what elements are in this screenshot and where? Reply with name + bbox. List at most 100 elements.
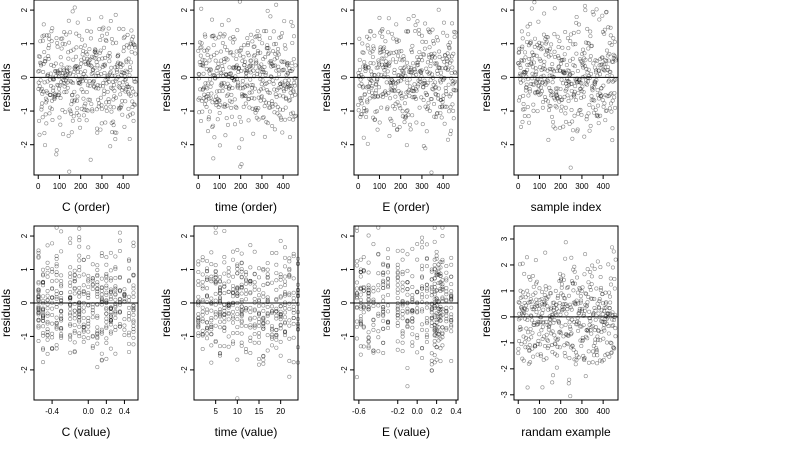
data-point	[600, 97, 605, 102]
y-tick-label: 0	[500, 75, 509, 80]
data-point	[62, 84, 67, 89]
data-point	[58, 83, 63, 88]
data-point	[604, 340, 609, 345]
data-point	[41, 307, 46, 312]
data-point	[250, 64, 255, 69]
data-point	[250, 39, 255, 44]
data-point	[48, 105, 53, 110]
data-point	[220, 41, 225, 46]
y-tick-label: -1	[180, 332, 189, 340]
data-point	[362, 60, 367, 65]
data-point	[606, 262, 611, 267]
data-point	[121, 45, 126, 50]
data-point	[607, 354, 612, 359]
data-point	[217, 89, 222, 94]
data-point	[232, 122, 237, 127]
data-point	[108, 329, 113, 334]
data-point	[219, 71, 224, 76]
data-point	[85, 28, 90, 33]
data-point	[68, 48, 73, 53]
data-point	[87, 79, 92, 84]
data-point	[111, 105, 116, 110]
data-point	[598, 62, 603, 67]
data-point	[36, 288, 41, 293]
data-point	[205, 81, 210, 86]
data-point	[241, 86, 246, 91]
data-point	[81, 288, 86, 293]
data-point	[359, 101, 364, 106]
data-point	[130, 86, 135, 91]
data-point	[597, 63, 602, 68]
data-point	[415, 60, 420, 65]
data-point	[37, 84, 42, 89]
data-point	[38, 78, 43, 83]
data-point	[118, 65, 123, 70]
data-point	[286, 84, 291, 89]
data-point	[359, 82, 364, 87]
data-point	[37, 68, 42, 73]
data-point	[561, 70, 566, 75]
data-point	[416, 78, 421, 83]
data-point	[68, 350, 73, 355]
data-point	[370, 94, 375, 99]
data-point	[209, 262, 214, 267]
data-point	[107, 99, 112, 104]
data-point	[247, 90, 252, 95]
data-point	[402, 115, 407, 120]
data-point	[93, 86, 98, 91]
data-point	[113, 78, 118, 83]
data-point	[229, 105, 234, 110]
data-point	[261, 86, 266, 91]
data-point	[531, 102, 536, 107]
data-point	[571, 42, 576, 47]
data-point	[420, 327, 425, 332]
data-point	[253, 107, 258, 112]
data-point	[384, 49, 389, 54]
data-point	[260, 78, 265, 83]
data-point	[529, 56, 534, 61]
data-point	[287, 358, 292, 363]
data-point	[53, 95, 58, 100]
data-point	[546, 79, 551, 84]
data-point	[364, 115, 369, 120]
data-point	[81, 96, 86, 101]
data-point	[245, 36, 250, 41]
data-point	[429, 96, 434, 101]
data-point	[133, 79, 138, 84]
data-point	[390, 104, 395, 109]
data-point	[364, 108, 369, 113]
data-point	[391, 50, 396, 55]
data-point	[95, 63, 100, 68]
data-point	[128, 93, 133, 98]
data-point	[391, 79, 396, 84]
data-point	[552, 49, 557, 54]
data-point	[597, 72, 602, 77]
data-point	[450, 21, 455, 26]
data-point	[227, 84, 232, 89]
data-point	[394, 60, 399, 65]
data-point	[278, 81, 283, 86]
data-point	[603, 108, 608, 113]
data-point	[133, 92, 138, 97]
data-point	[64, 89, 69, 94]
data-point	[538, 91, 543, 96]
data-point	[574, 15, 579, 20]
data-point	[583, 64, 588, 69]
data-point	[539, 41, 544, 46]
data-point	[113, 254, 118, 259]
data-point	[124, 60, 129, 65]
data-point	[399, 68, 404, 73]
data-point	[99, 15, 104, 20]
data-point	[401, 70, 406, 75]
data-point	[265, 121, 270, 126]
data-point	[97, 27, 102, 32]
data-point	[119, 87, 124, 92]
data-point	[113, 12, 118, 17]
data-point	[392, 88, 397, 93]
data-point	[562, 71, 567, 76]
y-tick-label: 0	[340, 75, 349, 80]
data-point	[47, 77, 52, 82]
data-point	[36, 54, 41, 59]
data-point	[430, 27, 435, 32]
data-point	[60, 71, 65, 76]
